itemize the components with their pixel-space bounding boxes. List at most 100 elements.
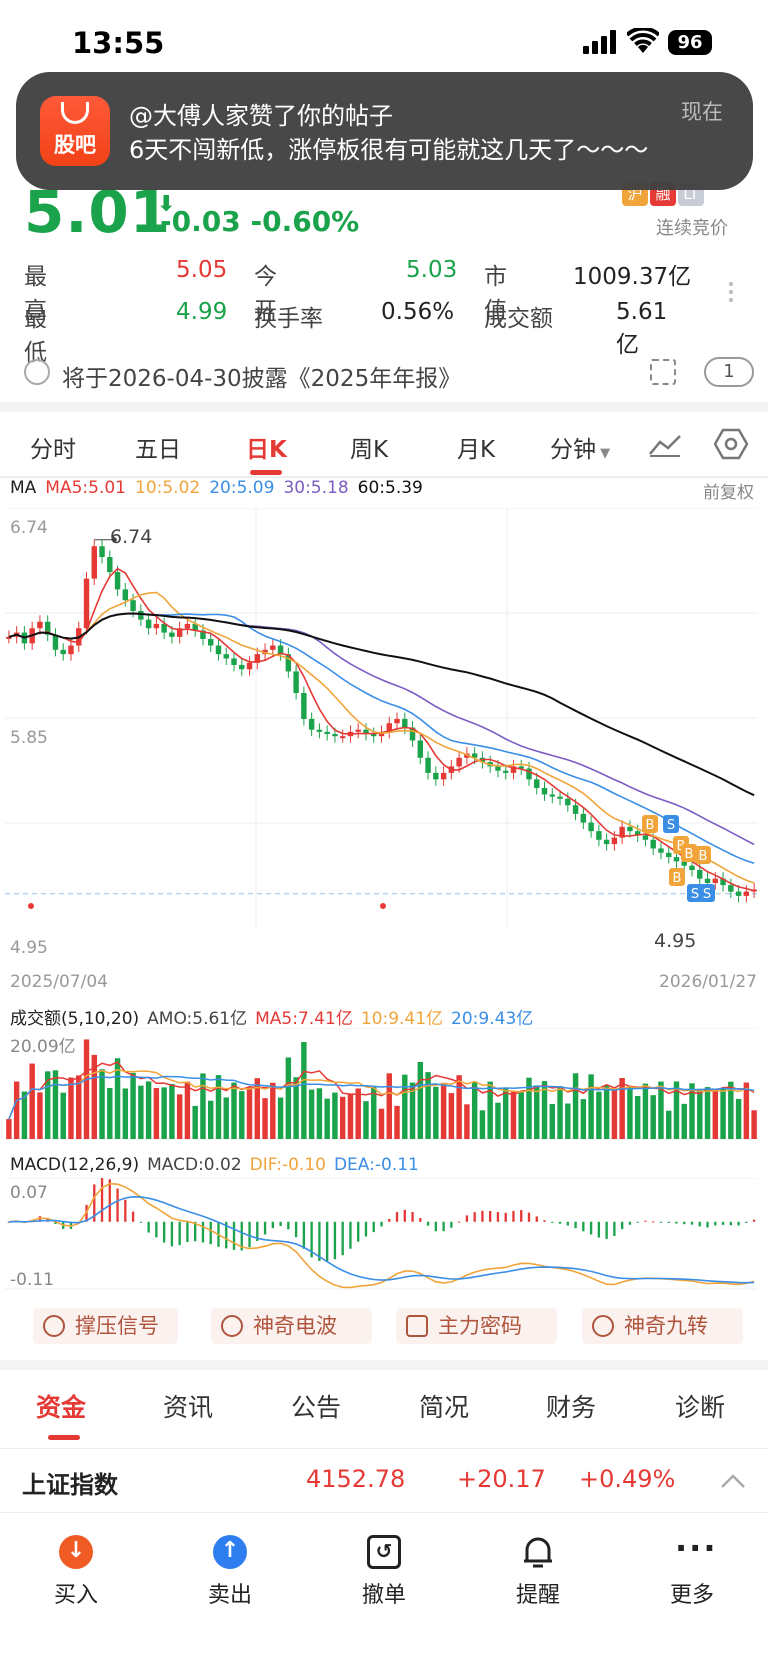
adjust-mode[interactable]: 前复权 [703, 483, 754, 503]
signal-button-support[interactable]: 撑压信号 [33, 1308, 178, 1344]
macd-legend[interactable]: MACD(12,26,9) MACD:0.02 DIF:-0.10 DEA:-0.11 [10, 1155, 419, 1175]
macd-bar [201, 1221, 205, 1243]
buy-marker [681, 844, 697, 862]
cancel-order-button[interactable]: ↺ 撤单 [344, 1523, 424, 1609]
candle [565, 798, 571, 806]
volume-bar [728, 1081, 734, 1139]
candle [596, 831, 602, 840]
guba-app-icon: 股吧 [40, 96, 110, 166]
candlestick-chart[interactable]: B SBB BBS S [5, 508, 758, 963]
indicator-draw-icon[interactable] [648, 432, 682, 458]
macd-bar [325, 1221, 329, 1262]
buy-marker [642, 815, 658, 833]
trade-marker-label: B [646, 818, 655, 833]
volume-legend[interactable]: 成交额(5,10,20) AMO:5.61亿 MA5:7.41亿 10:9.41亿 20… [10, 1009, 534, 1029]
macd-bar [566, 1221, 569, 1226]
tab-wuri[interactable]: 五日 [135, 437, 181, 463]
tab-diagnosis[interactable]: 诊断 [675, 1393, 726, 1422]
alert-button[interactable]: 提醒 [498, 1523, 578, 1609]
macd-bar [271, 1221, 274, 1229]
candle [254, 654, 261, 663]
volume-bar [735, 1098, 742, 1139]
volume-bar [502, 1087, 509, 1139]
tab-finance[interactable]: 财务 [546, 1393, 597, 1422]
disclosure-count-badge[interactable]: 1 [704, 357, 754, 387]
volume-bar [145, 1081, 152, 1139]
volume-bar [308, 1089, 315, 1139]
volume-bar [122, 1088, 129, 1139]
index-ticker[interactable]: 上证指数 4152.78 +20.17 +0.49% [0, 1448, 768, 1512]
macd-bar [263, 1221, 267, 1235]
macd-bar [225, 1221, 228, 1249]
candle [332, 734, 338, 737]
tab-news[interactable]: 资讯 [163, 1393, 214, 1422]
separator [0, 402, 768, 412]
candle [107, 557, 113, 573]
signal-button-password[interactable]: 主力密码 [396, 1308, 557, 1344]
sell-button[interactable]: ↑ 卖出 [190, 1523, 270, 1609]
more-button[interactable]: ··· 更多 [669, 1529, 718, 1608]
macd-bar [721, 1221, 725, 1225]
buy-button[interactable]: ↓ 买入 [36, 1523, 116, 1609]
tab-rik[interactable]: 日K [246, 437, 287, 463]
candle [394, 718, 400, 724]
candle [176, 628, 183, 637]
candle [611, 837, 618, 845]
tab-zhouk[interactable]: 周K [350, 437, 389, 463]
candle [735, 891, 742, 896]
signal-button-wave[interactable]: 神奇电波 [211, 1308, 372, 1344]
disclosure-row[interactable]: 将于2026-04-30披露《2025年年报》 1 [24, 355, 754, 395]
volume-bar [231, 1082, 237, 1139]
tab-announcements[interactable]: 公告 [291, 1393, 342, 1422]
candle [510, 766, 517, 773]
volume-bar [681, 1103, 687, 1139]
macd-bar [256, 1221, 259, 1241]
dif-line [8, 1182, 755, 1289]
candle [192, 623, 198, 631]
macd-bar [481, 1210, 484, 1222]
macd-chart[interactable] [5, 1178, 758, 1290]
tab-fenshi[interactable]: 分时 [30, 437, 76, 463]
period-tabs: 分时 五日 日K 周K 月K 分钟 ▼ [0, 420, 768, 472]
volume-bar [91, 1054, 97, 1139]
macd-bar [388, 1219, 391, 1222]
volume-bar [200, 1073, 206, 1139]
candle [83, 578, 90, 629]
settings-hex-icon[interactable] [714, 428, 748, 460]
active-info-tab-indicator [48, 1435, 80, 1440]
push-notification[interactable]: 股吧 @大傅人家赞了你的帖子 6天不闯新低，涨停板很有可能就这几天了～～～ 现在 [16, 72, 753, 190]
share-icon[interactable] [650, 359, 676, 385]
volume-bar [13, 1081, 20, 1139]
candle [122, 589, 129, 601]
index-change: +20.17 [457, 1465, 546, 1493]
volume-bar [673, 1081, 680, 1139]
tab-profile[interactable]: 简况 [419, 1393, 470, 1422]
macd-bar [178, 1221, 181, 1246]
more-kebab-icon[interactable] [728, 278, 734, 308]
volume-bar [378, 1108, 385, 1139]
volume-bar [425, 1072, 431, 1139]
down-arrow-icon: ⬇ [157, 192, 176, 217]
macd-bar [93, 1184, 96, 1222]
signal-button-nine[interactable]: 神奇九转 [582, 1308, 743, 1344]
volume-bar [363, 1101, 369, 1139]
macd-bar [294, 1221, 298, 1238]
volume-chart[interactable] [5, 1028, 758, 1140]
volume-bar [347, 1094, 354, 1139]
trade-mode: 连续竞价 [656, 218, 728, 239]
ma10-line [8, 591, 755, 884]
volume-bar [184, 1081, 191, 1139]
macd-bar [683, 1221, 686, 1225]
chevron-up-icon[interactable] [720, 1473, 746, 1489]
volume-bar [21, 1091, 28, 1139]
macd-bar [357, 1221, 360, 1242]
tab-funds[interactable]: 资金 [36, 1393, 87, 1422]
volume-bar [743, 1082, 750, 1139]
volume-bar [751, 1110, 757, 1139]
index-value: 4152.78 [306, 1465, 406, 1493]
signal-buttons: 撑压信号 神奇电波 主力密码 神奇九转 [0, 1308, 768, 1350]
candle [728, 885, 734, 892]
tab-fenzhong[interactable]: 分钟 ▼ [550, 437, 611, 463]
volume-bar [588, 1074, 594, 1139]
tab-yuek[interactable]: 月K [457, 437, 496, 463]
